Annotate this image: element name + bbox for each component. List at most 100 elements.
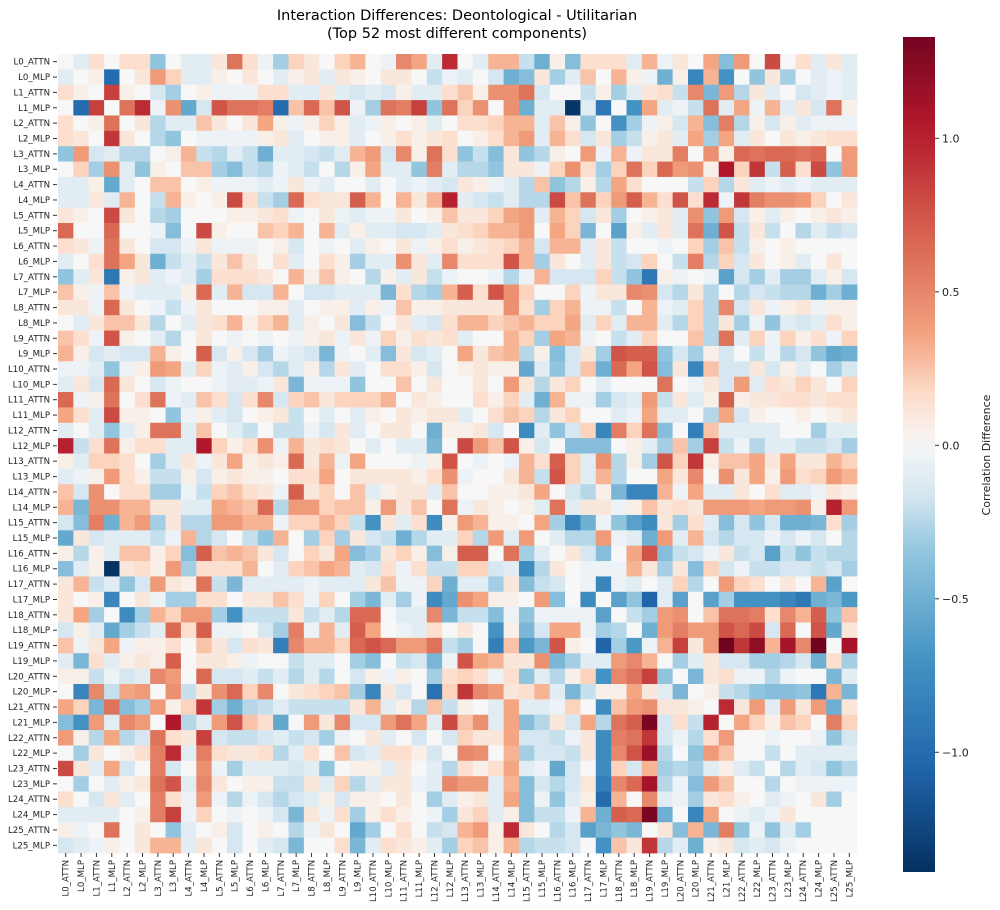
heatmap-cell xyxy=(365,453,382,470)
heatmap-cell xyxy=(273,806,289,823)
heatmap-cell xyxy=(780,653,796,670)
heatmap-cell xyxy=(780,100,796,116)
heatmap-cell xyxy=(58,514,74,531)
heatmap-cell xyxy=(365,176,382,193)
heatmap-cell xyxy=(703,407,720,424)
heatmap-cell xyxy=(380,514,397,531)
heatmap-cell xyxy=(472,699,489,716)
heatmap-cell xyxy=(180,361,197,378)
heatmap-cell xyxy=(442,192,458,209)
heatmap-cell xyxy=(841,699,858,716)
heatmap-cell xyxy=(134,253,151,270)
heatmap-cell xyxy=(334,422,351,439)
heatmap-cell xyxy=(73,699,90,716)
heatmap-cell xyxy=(672,438,689,454)
heatmap-cell xyxy=(518,484,535,500)
heatmap-cell xyxy=(288,484,305,500)
heatmap-cell xyxy=(211,453,228,470)
x-tick-label: L13_ATTN xyxy=(461,860,471,902)
heatmap-cell xyxy=(242,161,259,178)
heatmap-cell xyxy=(134,622,151,639)
heatmap-cell xyxy=(104,100,120,116)
heatmap-cell xyxy=(780,422,796,439)
heatmap-cell xyxy=(426,637,443,654)
heatmap-cell xyxy=(165,653,182,670)
heatmap-cell xyxy=(119,438,136,454)
heatmap-cell xyxy=(242,607,259,623)
heatmap-cell xyxy=(472,361,489,378)
heatmap-cell xyxy=(273,699,289,716)
heatmap-cell xyxy=(442,822,458,839)
heatmap-cell xyxy=(396,422,412,439)
heatmap-cell xyxy=(165,760,182,777)
heatmap-cell xyxy=(349,253,366,270)
heatmap-cell xyxy=(334,806,351,823)
heatmap-cell xyxy=(334,115,351,132)
heatmap-cell xyxy=(780,745,796,762)
heatmap-cell xyxy=(303,407,320,424)
heatmap-cell xyxy=(165,253,182,270)
heatmap-cell xyxy=(549,683,566,700)
heatmap-cell xyxy=(134,422,151,439)
heatmap-cell xyxy=(810,392,827,408)
heatmap-cell xyxy=(641,299,658,316)
heatmap-cell xyxy=(380,146,397,162)
heatmap-cell xyxy=(518,653,535,670)
heatmap-cell xyxy=(242,760,259,777)
heatmap-cell xyxy=(349,315,366,331)
heatmap-cell xyxy=(349,392,366,408)
heatmap-cell xyxy=(303,392,320,408)
heatmap-cell xyxy=(180,530,197,547)
heatmap-cell xyxy=(411,238,428,255)
heatmap-cell xyxy=(426,760,443,777)
heatmap-cell xyxy=(734,791,750,808)
heatmap-cell xyxy=(734,130,750,147)
heatmap-cell xyxy=(534,115,551,132)
heatmap-cell xyxy=(73,422,90,439)
heatmap-cell xyxy=(257,345,274,362)
heatmap-cell xyxy=(211,330,228,347)
heatmap-cell xyxy=(580,683,597,700)
heatmap-cell xyxy=(411,146,428,162)
heatmap-cell xyxy=(657,392,674,408)
heatmap-cell xyxy=(58,714,74,731)
heatmap-cell xyxy=(150,253,166,270)
heatmap-cell xyxy=(88,822,105,839)
heatmap-cell xyxy=(703,591,720,608)
heatmap-cell xyxy=(334,760,351,777)
heatmap-cell xyxy=(134,238,151,255)
heatmap-cell xyxy=(319,438,335,454)
heatmap-cell xyxy=(611,130,627,147)
heatmap-cell xyxy=(411,699,428,716)
heatmap-cell xyxy=(196,499,213,516)
heatmap-cell xyxy=(288,822,305,839)
x-tick-label: L16_MLP xyxy=(569,860,579,897)
heatmap-cell xyxy=(518,514,535,531)
heatmap-cell xyxy=(426,115,443,132)
heatmap-cell xyxy=(457,376,474,393)
heatmap-cell xyxy=(242,192,259,209)
heatmap-cell xyxy=(795,330,812,347)
heatmap-cell xyxy=(687,591,704,608)
heatmap-cell xyxy=(426,806,443,823)
heatmap-cell xyxy=(534,545,551,562)
heatmap-cell xyxy=(242,730,259,746)
heatmap-cell xyxy=(58,345,74,362)
heatmap-cell xyxy=(472,223,489,239)
heatmap-cell xyxy=(365,637,382,654)
heatmap-cell xyxy=(273,561,289,577)
heatmap-cell xyxy=(687,207,704,224)
heatmap-cell xyxy=(534,576,551,593)
heatmap-cell xyxy=(626,530,643,547)
heatmap-cell xyxy=(303,161,320,178)
heatmap-cell xyxy=(687,745,704,762)
heatmap-cell xyxy=(611,714,627,731)
heatmap-cell xyxy=(687,484,704,500)
heatmap-cell xyxy=(534,499,551,516)
heatmap-cell xyxy=(611,699,627,716)
heatmap-cell xyxy=(319,760,335,777)
heatmap-cell xyxy=(73,376,90,393)
heatmap-cell xyxy=(426,683,443,700)
heatmap-cell xyxy=(88,591,105,608)
heatmap-cell xyxy=(580,361,597,378)
